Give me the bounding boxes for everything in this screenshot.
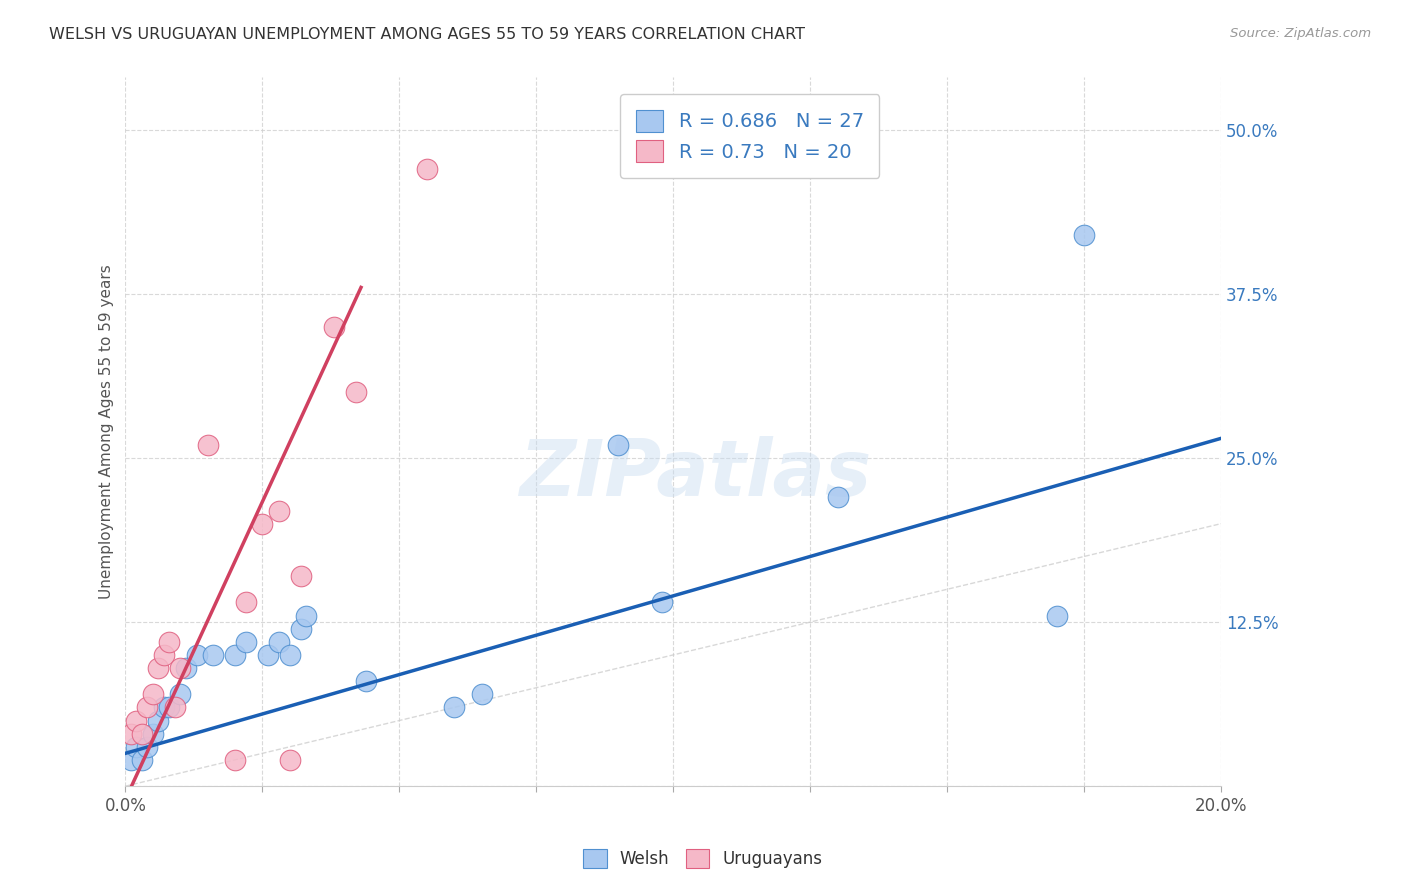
Point — [120, 753, 142, 767]
Point — [142, 726, 165, 740]
Point — [148, 661, 170, 675]
Point — [827, 491, 849, 505]
Y-axis label: Unemployment Among Ages 55 to 59 years: Unemployment Among Ages 55 to 59 years — [100, 264, 114, 599]
Point — [136, 700, 159, 714]
Legend: R = 0.686   N = 27, R = 0.73   N = 20: R = 0.686 N = 27, R = 0.73 N = 20 — [620, 95, 879, 178]
Point — [470, 687, 492, 701]
Point — [278, 753, 301, 767]
Point — [344, 385, 367, 400]
Point — [120, 726, 142, 740]
Point — [267, 634, 290, 648]
Point — [131, 753, 153, 767]
Point — [125, 714, 148, 728]
Point — [163, 700, 186, 714]
Point — [153, 648, 176, 662]
Point — [197, 438, 219, 452]
Point — [157, 634, 180, 648]
Point — [356, 674, 378, 689]
Point — [651, 595, 673, 609]
Point — [278, 648, 301, 662]
Point — [443, 700, 465, 714]
Text: ZIPatlas: ZIPatlas — [519, 436, 872, 512]
Point — [157, 700, 180, 714]
Point — [169, 687, 191, 701]
Text: Source: ZipAtlas.com: Source: ZipAtlas.com — [1230, 27, 1371, 40]
Point — [235, 595, 257, 609]
Point — [267, 503, 290, 517]
Point — [252, 516, 274, 531]
Point — [416, 162, 439, 177]
Point — [290, 569, 312, 583]
Point — [224, 753, 246, 767]
Point — [148, 714, 170, 728]
Legend: Welsh, Uruguayans: Welsh, Uruguayans — [576, 842, 830, 875]
Point — [153, 700, 176, 714]
Point — [136, 739, 159, 754]
Point — [174, 661, 197, 675]
Point — [235, 634, 257, 648]
Point — [290, 622, 312, 636]
Point — [224, 648, 246, 662]
Point — [295, 608, 318, 623]
Point — [607, 438, 630, 452]
Point — [202, 648, 225, 662]
Point — [169, 661, 191, 675]
Point — [131, 726, 153, 740]
Text: WELSH VS URUGUAYAN UNEMPLOYMENT AMONG AGES 55 TO 59 YEARS CORRELATION CHART: WELSH VS URUGUAYAN UNEMPLOYMENT AMONG AG… — [49, 27, 806, 42]
Point — [125, 739, 148, 754]
Point — [186, 648, 208, 662]
Point — [257, 648, 280, 662]
Point — [1046, 608, 1069, 623]
Point — [1073, 227, 1095, 242]
Point — [322, 319, 344, 334]
Point — [142, 687, 165, 701]
